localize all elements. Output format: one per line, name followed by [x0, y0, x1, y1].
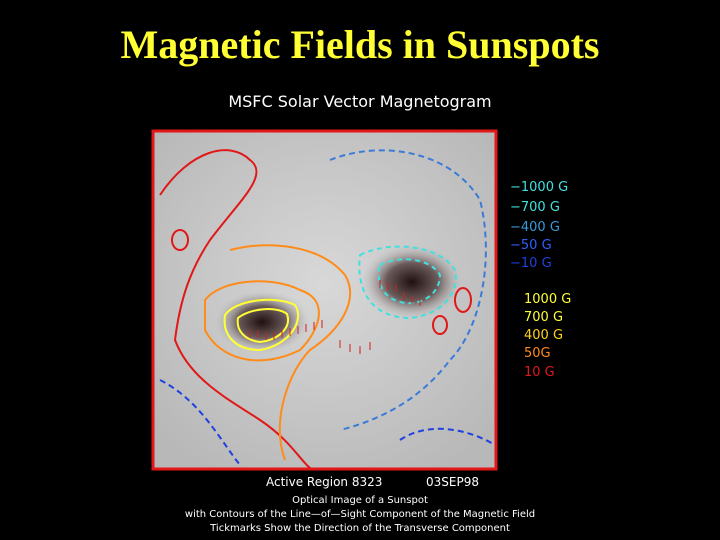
date-label: 03SEP98	[426, 475, 479, 489]
caption-line: Tickmarks Show the Direction of the Tran…	[209, 523, 510, 534]
figure-heading: MSFC Solar Vector Magnetogram	[228, 92, 491, 111]
caption-line: with Contours of the Line—of—Sight Compo…	[185, 509, 535, 520]
legend-label: −50 G	[510, 238, 552, 253]
legend-label: −10 G	[510, 256, 552, 271]
legend-label: 1000 G	[524, 292, 571, 307]
region-label: Active Region 8323	[266, 475, 382, 489]
legend-label: 10 G	[524, 365, 555, 380]
legend: −1000 G −700 G −400 G −50 G −10 G 1000 G…	[510, 180, 571, 380]
slide-title: Magnetic Fields in Sunspots	[121, 22, 600, 67]
legend-label: −1000 G	[510, 180, 568, 195]
legend-label: 700 G	[524, 310, 563, 325]
caption-line: Optical Image of a Sunspot	[292, 495, 428, 506]
magnetogram-image	[151, 129, 498, 471]
legend-label: −400 G	[510, 220, 560, 235]
legend-label: 50G	[524, 346, 551, 361]
legend-label: −700 G	[510, 200, 560, 215]
legend-label: 400 G	[524, 328, 563, 343]
